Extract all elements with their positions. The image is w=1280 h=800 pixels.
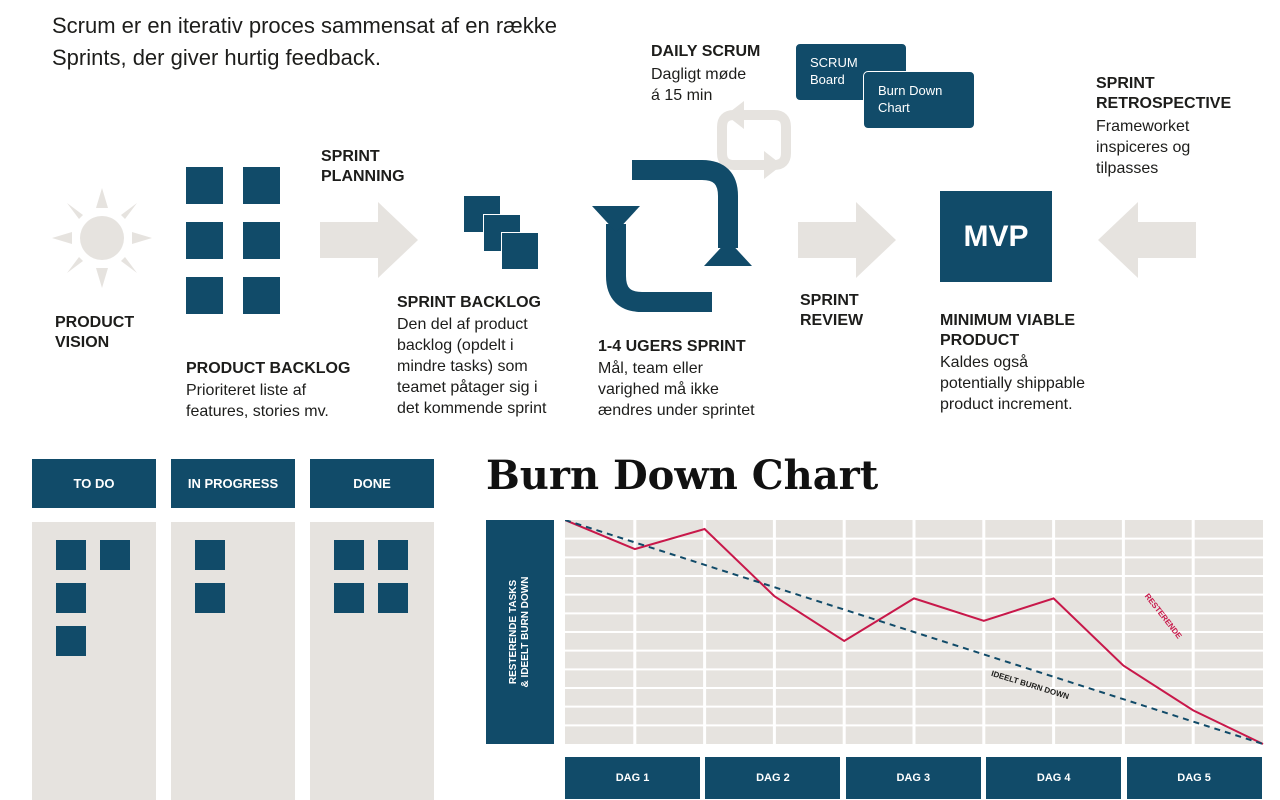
x-tick-label: DAG 4 — [986, 757, 1122, 799]
arrow-left-icon — [1098, 202, 1196, 278]
retrospective-title: SPRINT RETROSPECTIVE — [1096, 75, 1232, 112]
task-card — [334, 540, 364, 570]
task-card — [100, 540, 130, 570]
daily-scrum-text: Dagligt møde á 15 min — [651, 66, 747, 104]
task-card — [56, 540, 86, 570]
task-card — [378, 583, 408, 613]
chart-ylabel-box: RESTERENDE TASKS & IDEELT BURN DOWN — [486, 520, 554, 744]
task-card — [56, 583, 86, 613]
x-tick-label: DAG 5 — [1126, 757, 1262, 799]
chart-ylabel-svg: RESTERENDE TASKS & IDEELT BURN DOWN — [508, 577, 531, 688]
column-header-todo: TO DO — [32, 459, 156, 508]
sprint-backlog-title: SPRINT BACKLOG — [397, 294, 541, 311]
x-tick-label: DAG 3 — [845, 757, 981, 799]
daily-scrum-title: DAILY SCRUM — [651, 43, 761, 60]
sun-icon — [52, 188, 152, 288]
product-backlog-text: Prioriteret liste af features, stories m… — [186, 382, 329, 420]
small-cycle-icon — [717, 101, 791, 179]
mvp-title: MINIMUM VIABLE PRODUCT — [940, 312, 1076, 349]
arrow-right-icon — [320, 202, 418, 278]
mvp-box: MVP — [940, 191, 1052, 282]
column-todo — [32, 522, 156, 800]
task-card — [195, 583, 225, 613]
sprint-planning-title: SPRINT PLANNING — [321, 148, 405, 185]
sprint-review-title: SPRINT REVIEW — [800, 292, 864, 329]
chart-title: Burn Down Chart — [486, 452, 879, 499]
task-card — [334, 583, 364, 613]
column-header-done: DONE — [310, 459, 434, 508]
retrospective-text: Frameworket inspiceres og tilpasses — [1096, 118, 1191, 177]
arrow-right-icon — [798, 202, 896, 278]
x-tick-label: DAG 2 — [705, 757, 841, 799]
cycle-icon — [592, 160, 752, 312]
chart-ylabel-line: & IDEELT BURN DOWN — [520, 577, 531, 688]
column-in-progress — [171, 522, 295, 800]
task-card — [56, 626, 86, 656]
task-card — [378, 540, 408, 570]
intro-text: Scrum er en iterativ proces sammensat af… — [52, 13, 557, 70]
product-backlog-title: PRODUCT BACKLOG — [186, 360, 351, 377]
column-header-in-progress: IN PROGRESS — [171, 459, 295, 508]
column-done — [310, 522, 434, 800]
sprint-title: 1-4 UGERS SPRINT — [598, 338, 746, 355]
sprint-text: Mål, team eller varighed må ikke ændres … — [598, 360, 755, 419]
series-remaining-line — [565, 520, 1264, 745]
product-vision-title: PRODUCT VISION — [55, 314, 135, 351]
mvp-text: Kaldes også potentially shippable produc… — [940, 354, 1085, 413]
task-card — [195, 540, 225, 570]
x-tick-label: DAG 1 — [565, 757, 700, 799]
burn-down-box: Burn Down Chart — [863, 71, 975, 129]
sprint-backlog-text: Den del af product backlog (opdelt i min… — [397, 316, 547, 417]
chart-ylabel-line: RESTERENDE TASKS — [508, 580, 519, 685]
series-ideal-line — [565, 520, 1264, 745]
